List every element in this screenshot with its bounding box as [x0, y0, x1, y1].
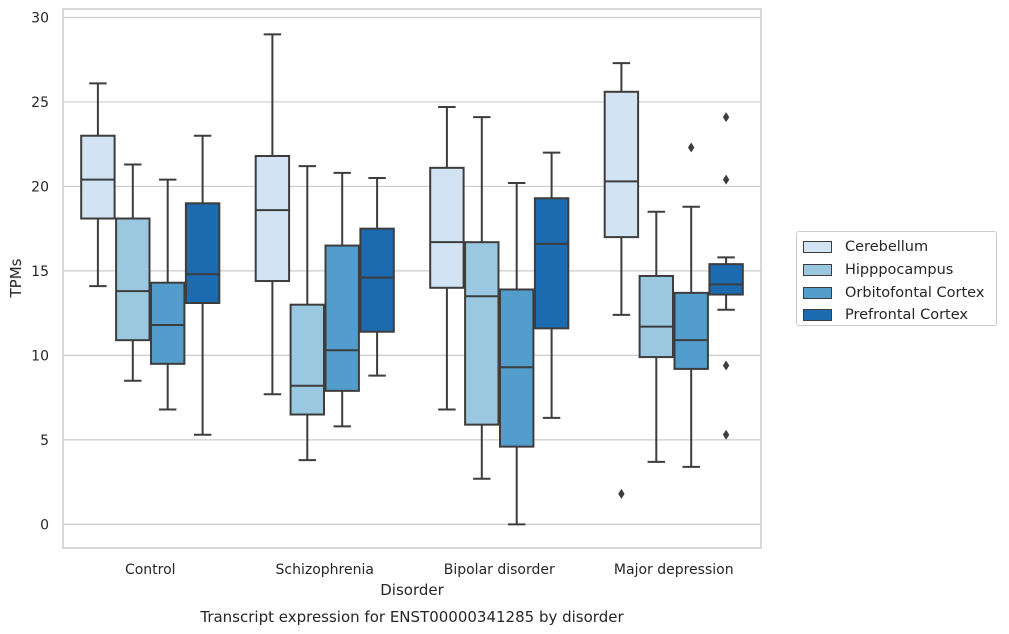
x-tick-label: Major depression — [614, 562, 734, 578]
legend-item: Cerebellum — [803, 236, 996, 259]
box-group — [324, 171, 360, 428]
box — [429, 166, 465, 289]
y-tick-label: 30 — [31, 10, 49, 26]
box-group — [638, 210, 674, 463]
y-tick-label: 0 — [40, 517, 49, 533]
box — [638, 274, 674, 359]
y-tick-label: 25 — [31, 95, 49, 111]
box — [533, 197, 570, 330]
legend-item: Prefrontal Cortex — [803, 304, 996, 327]
box-group — [673, 142, 709, 468]
box-group — [254, 33, 291, 396]
box — [254, 155, 291, 283]
box — [708, 263, 744, 296]
legend-label: Cerebellum — [845, 239, 929, 256]
box — [673, 291, 709, 370]
box — [464, 241, 500, 426]
legend-item: Hipppocampus — [803, 259, 996, 282]
box-group — [150, 178, 186, 411]
legend-item: Orbitofontal Cortex — [803, 281, 996, 304]
legend-label: Hipppocampus — [845, 262, 954, 279]
plot-area-frame — [62, 8, 762, 549]
box — [324, 244, 360, 392]
box-group — [115, 163, 151, 382]
x-axis-label: Disorder — [380, 581, 444, 599]
y-tick-label: 5 — [40, 433, 49, 449]
boxes — [80, 33, 744, 526]
outlier-point — [618, 488, 625, 499]
outlier-point — [722, 360, 730, 371]
box-group — [499, 182, 535, 526]
box — [80, 134, 116, 220]
box-group — [464, 116, 500, 480]
chart-title: Transcript expression for ENST0000034128… — [199, 608, 624, 626]
box — [603, 90, 640, 239]
outlier-point — [688, 142, 695, 153]
box-group — [533, 151, 570, 419]
y-tick-label: 10 — [31, 348, 49, 364]
legend-swatch — [803, 264, 832, 277]
y-tick-label: 20 — [31, 179, 49, 195]
legend: Cerebellum Hipppocampus Orbitofontal Corte… — [796, 231, 997, 326]
box — [150, 281, 186, 365]
legend-swatch — [803, 241, 832, 254]
outlier-point — [722, 174, 730, 185]
box-group — [184, 134, 221, 436]
outlier-point — [722, 112, 730, 123]
y-tick-label: 15 — [31, 264, 49, 280]
x-tick-label: Bipolar disorder — [444, 562, 555, 578]
box-group — [603, 62, 640, 499]
box — [115, 217, 151, 342]
legend-swatch — [803, 309, 832, 322]
box — [359, 227, 395, 333]
legend-label: Orbitofontal Cortex — [845, 284, 985, 301]
box — [289, 303, 326, 416]
box — [184, 202, 221, 304]
box-group — [80, 82, 116, 288]
x-tick-label: Control — [125, 562, 176, 578]
tick-labels: 0 5 10 15 20 25 30 Control Schizophrenia Bipolar … — [31, 10, 733, 578]
legend-swatch — [803, 286, 832, 299]
x-tick-label: Schizophrenia — [276, 562, 374, 578]
outlier-point — [722, 429, 730, 440]
box-group — [359, 176, 395, 377]
box-group — [289, 165, 326, 462]
legend-label: Prefrontal Cortex — [845, 307, 968, 324]
y-axis-label: TPMs — [7, 258, 25, 298]
box-group — [429, 106, 465, 411]
box-group — [708, 112, 744, 440]
